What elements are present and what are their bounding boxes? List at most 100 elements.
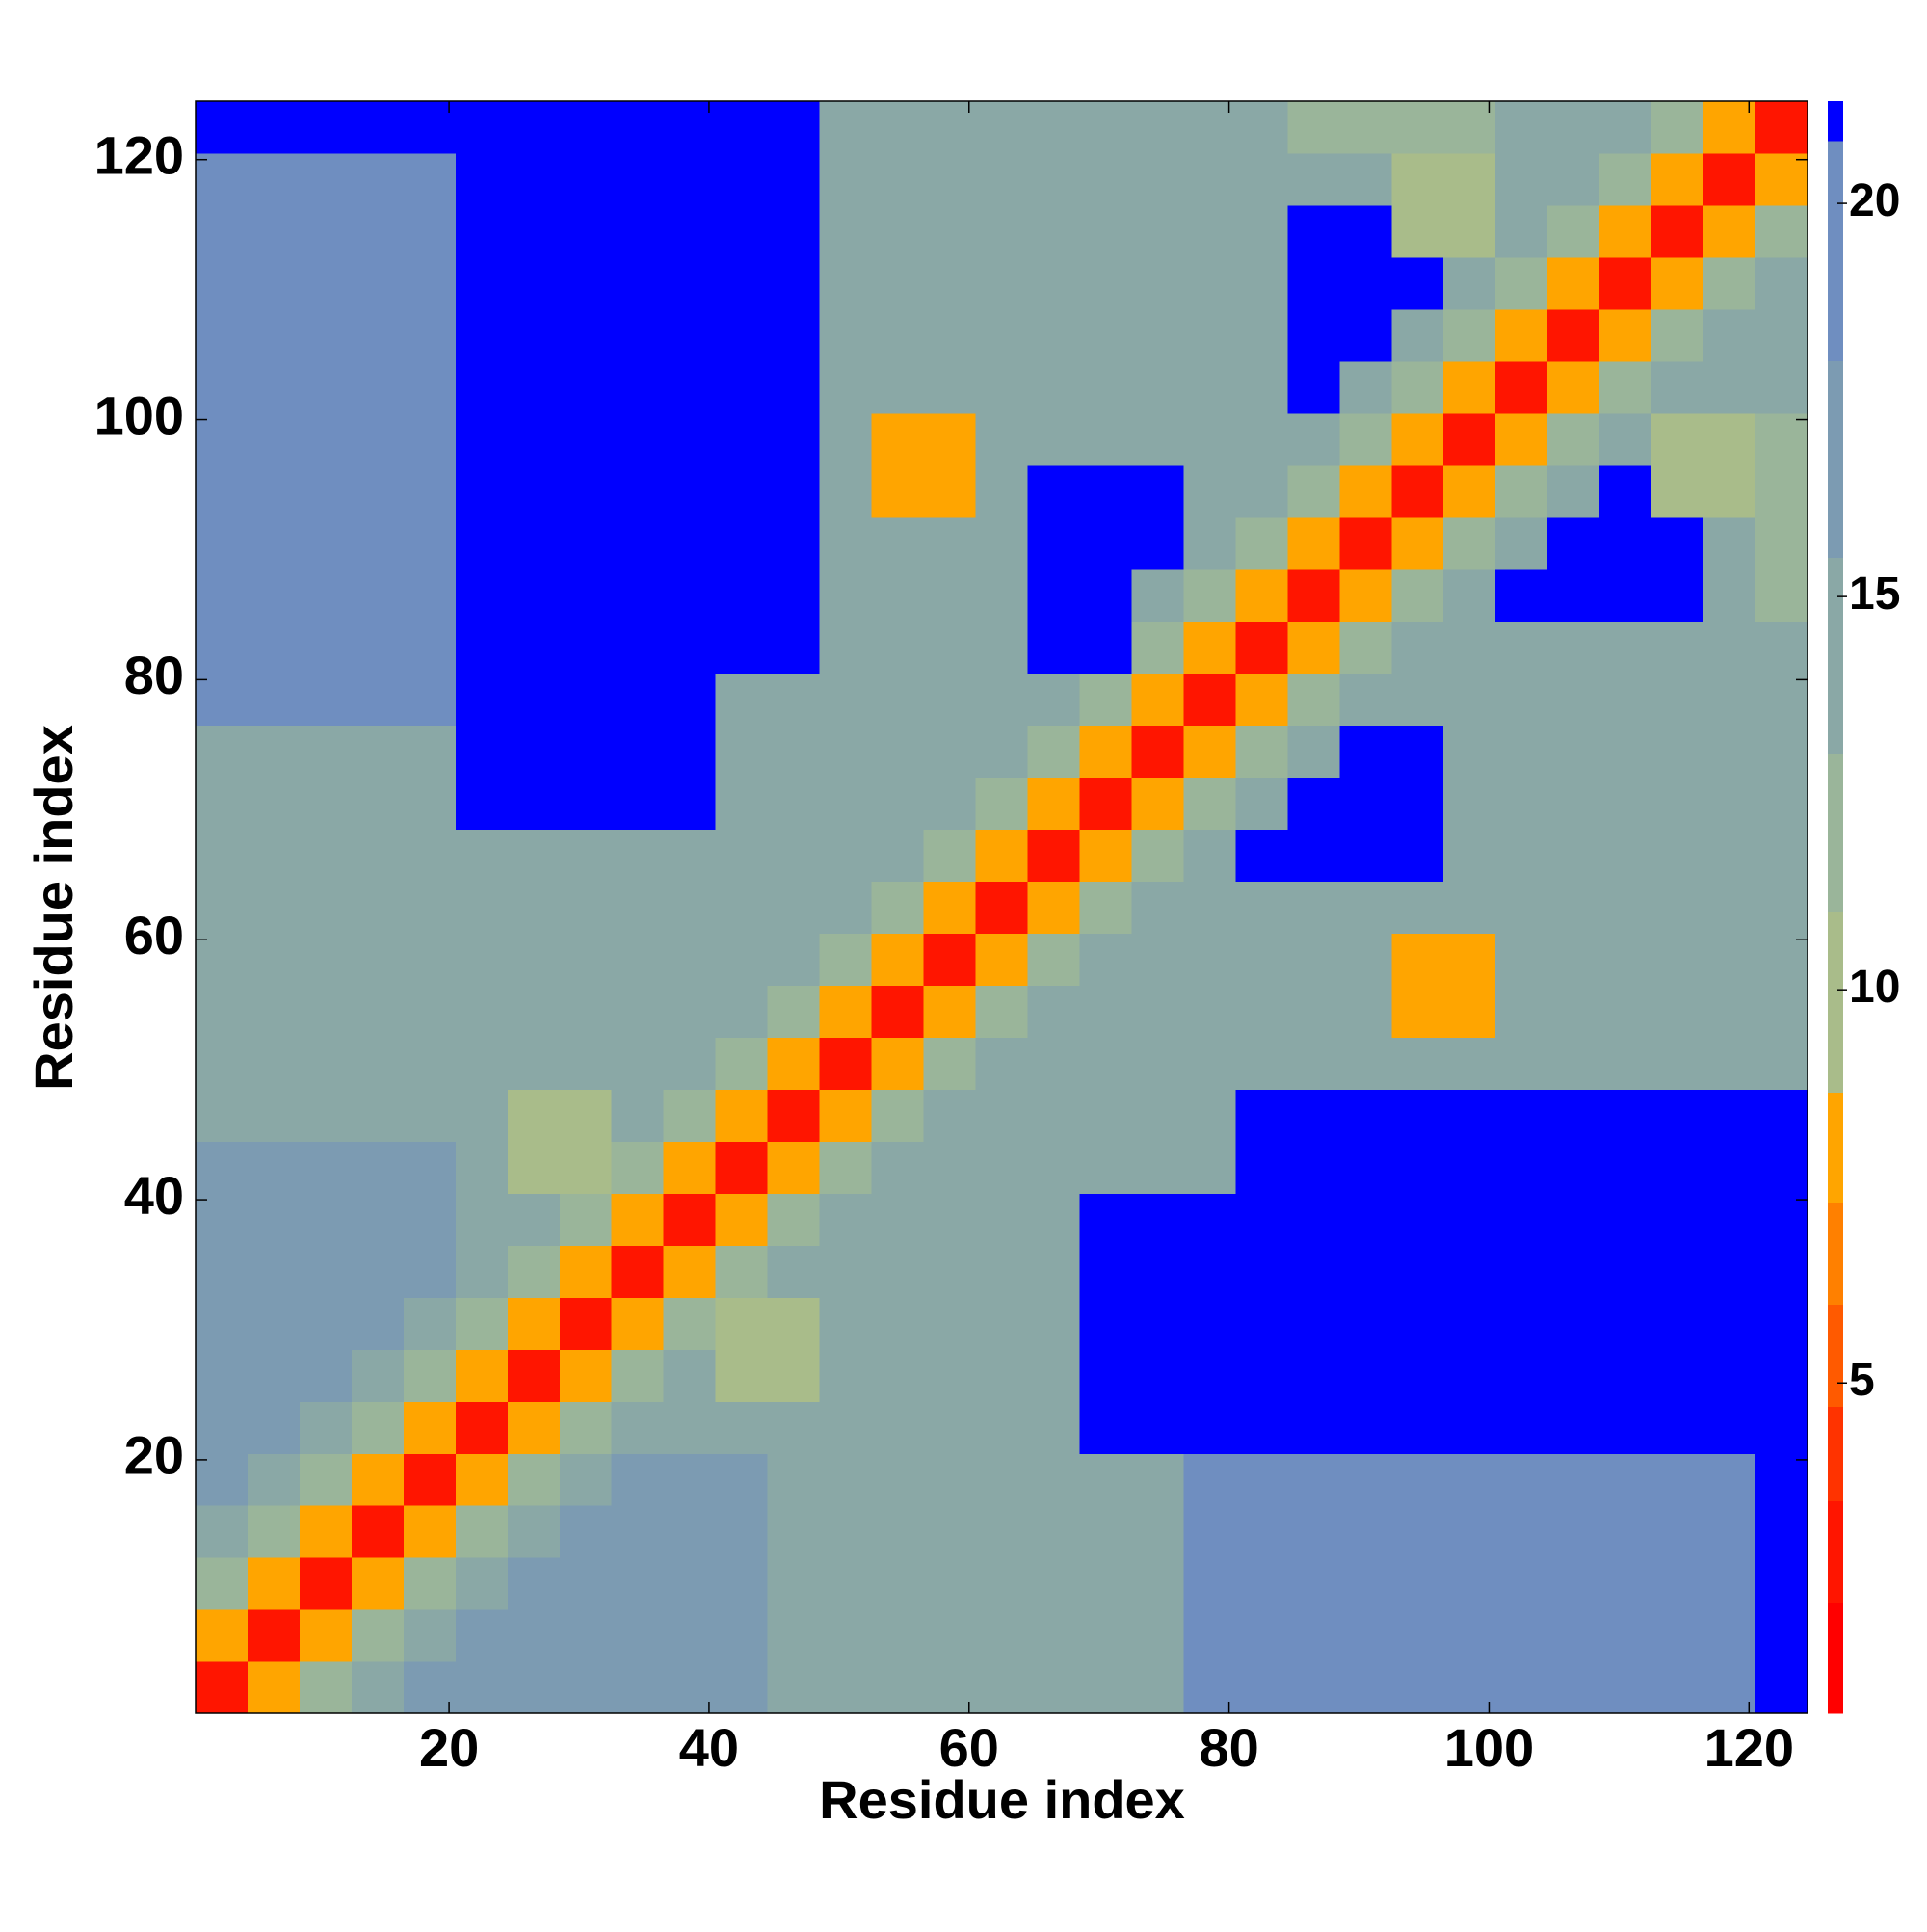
heatmap-cell [923,152,977,206]
heatmap-cell [767,1505,821,1558]
heatmap-cell [1131,308,1184,362]
heatmap-cell [1651,1141,1704,1194]
heatmap-cell [663,1037,717,1090]
heatmap-cell [1235,1089,1288,1142]
heatmap-cell [455,621,509,675]
heatmap-cell [559,360,613,414]
heatmap-cell [923,256,977,310]
colorbar-band [1828,1500,1843,1604]
heatmap-cell [1599,1609,1652,1662]
heatmap-cell [1391,1141,1444,1194]
heatmap-cell [196,1193,249,1246]
heatmap-cell [299,464,353,518]
heatmap-cell [196,1297,249,1350]
heatmap-cell [663,933,717,987]
heatmap-cell [1391,1349,1444,1402]
heatmap-cell [403,1453,457,1506]
heatmap-cell [196,777,249,831]
heatmap-cell [1391,464,1444,518]
heatmap-cell [1235,673,1288,727]
heatmap-cell [1235,1453,1288,1506]
heatmap-cell [1755,985,1808,1039]
heatmap-cell [455,412,509,466]
heatmap-cell [923,725,977,779]
heatmap-cell [1547,1037,1600,1090]
heatmap-cell [455,204,509,258]
heatmap-cell [923,1349,977,1402]
heatmap-cell [247,308,301,362]
heatmap-cell [1599,308,1652,362]
heatmap-cell [455,152,509,206]
heatmap-cell [1755,152,1808,206]
heatmap-cell [351,1089,405,1142]
heatmap-cell [1703,725,1756,779]
heatmap-cell [923,1089,977,1142]
heatmap-cell [819,152,873,206]
heatmap-cell [455,1557,509,1610]
x-tick-label: 60 [939,1717,999,1778]
heatmap-cell [1651,412,1704,466]
heatmap-cell [1755,1297,1808,1350]
heatmap-cell [1651,725,1704,779]
heatmap-cell [1599,1141,1652,1194]
heatmap-cell [559,464,613,518]
heatmap-cell [1079,1193,1133,1246]
heatmap-cell [559,725,613,779]
heatmap-cell [923,933,977,987]
heatmap-cell [871,1349,925,1402]
heatmap-cell [559,1661,613,1714]
heatmap-cell [1495,1037,1548,1090]
heatmap-cell [1183,204,1236,258]
heatmap-cell [1183,256,1236,310]
heatmap-cell [1079,1453,1133,1506]
heatmap-cell [1495,777,1548,831]
heatmap-cell [196,881,249,935]
heatmap-cell [1235,204,1288,258]
heatmap-cell [1079,1245,1133,1298]
heatmap-cell [351,516,405,570]
heatmap-cell [1547,1401,1600,1454]
heatmap-cell [1027,152,1081,206]
heatmap-cell [767,1193,821,1246]
heatmap-cell [403,1609,457,1662]
heatmap-cell [1755,1557,1808,1610]
heatmap-cell [611,1089,665,1142]
heatmap-cell [247,464,301,518]
heatmap-cell [923,1453,977,1506]
heatmap-cell [1287,516,1340,570]
heatmap-cell [1079,464,1133,518]
heatmap-cell [403,360,457,414]
heatmap-cell [1235,569,1288,622]
heatmap-cell [767,1609,821,1662]
heatmap-cell [1235,256,1288,310]
heatmap-cell [611,985,665,1039]
heatmap-cell [1703,1505,1756,1558]
heatmap-cell [1079,985,1133,1039]
heatmap-cell [1755,308,1808,362]
heatmap-cell [715,777,769,831]
heatmap-cell [1027,1557,1081,1610]
heatmap-cell [247,1037,301,1090]
heatmap-cell [1651,360,1704,414]
heatmap-cell [1183,1349,1236,1402]
heatmap-cell [507,829,561,883]
heatmap-cell [975,881,1029,935]
heatmap-cell [1079,1349,1133,1402]
heatmap-cell [1391,1505,1444,1558]
heatmap-cell [819,360,873,414]
heatmap-cell [1651,1297,1704,1350]
heatmap-cell [1183,464,1236,518]
heatmap-cell [299,1349,353,1402]
heatmap-cell [196,1401,249,1454]
heatmap-cell [1495,1609,1548,1662]
heatmap-cell [247,1453,301,1506]
heatmap-cell [1443,1609,1496,1662]
heatmap-cell [1131,1505,1184,1558]
heatmap-cell [1131,881,1184,935]
heatmap-cell [1391,1193,1444,1246]
heatmap-cell [923,777,977,831]
heatmap-cell [351,360,405,414]
heatmap-cell [663,829,717,883]
heatmap-cell [1287,985,1340,1039]
